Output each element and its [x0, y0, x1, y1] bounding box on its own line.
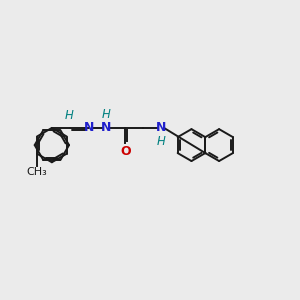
Text: N: N [156, 122, 166, 134]
Text: H: H [65, 109, 74, 122]
Text: H: H [102, 108, 111, 121]
Text: O: O [121, 145, 131, 158]
Text: H: H [156, 135, 165, 148]
Text: N: N [101, 122, 112, 134]
Text: N: N [84, 122, 94, 134]
Text: CH₃: CH₃ [27, 167, 47, 177]
